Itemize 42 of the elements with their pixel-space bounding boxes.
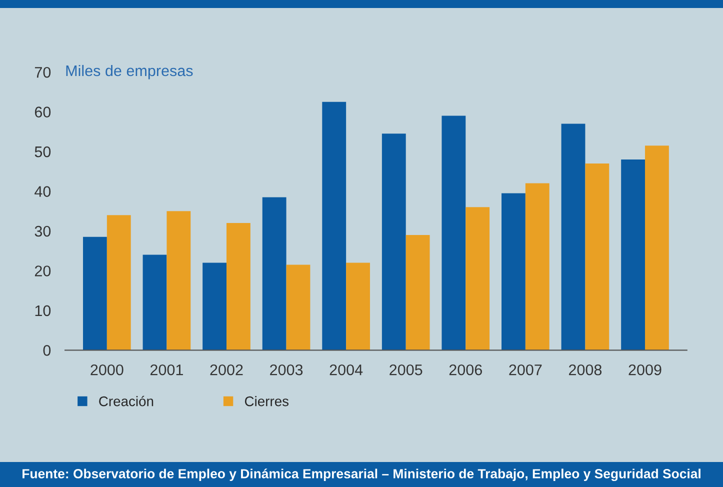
bar xyxy=(442,116,466,350)
bar xyxy=(106,215,131,350)
bar xyxy=(322,102,346,350)
y-tick-label: 70 xyxy=(34,66,51,78)
legend-label: Cierres xyxy=(244,396,289,406)
bar xyxy=(166,211,191,350)
y-axis-title: Miles de empresas xyxy=(66,64,193,80)
y-tick-label: 60 xyxy=(34,106,51,118)
bar xyxy=(286,264,310,350)
y-tick-label: 10 xyxy=(35,305,51,316)
bar xyxy=(142,254,167,350)
bar xyxy=(382,134,406,350)
source-note: Fuente: Observatorio de Empleo y Dinámica Empresarial – Ministerio de Trabajo, Empleo y Seguridad Social xyxy=(22,468,700,482)
y-tick-label: 20 xyxy=(34,266,51,276)
x-tick-label: 2008 xyxy=(568,364,602,376)
bar xyxy=(466,207,490,350)
y-tick-label: 30 xyxy=(34,226,51,237)
x-tick-label: 2009 xyxy=(628,364,662,376)
bar xyxy=(262,197,286,350)
bar xyxy=(502,193,526,350)
x-tick-label: 2000 xyxy=(90,364,124,376)
legend-label: Creación xyxy=(99,396,154,406)
x-tick-label: 2001 xyxy=(150,364,183,376)
bar xyxy=(346,262,370,350)
bar xyxy=(525,183,550,350)
y-tick-label: 0 xyxy=(43,345,51,356)
x-tick-label: 2006 xyxy=(449,364,482,376)
x-tick-label: 2005 xyxy=(390,364,422,376)
bar xyxy=(83,236,107,350)
y-tick-label: 40 xyxy=(34,186,51,197)
bar xyxy=(621,159,645,350)
x-tick-label: 2007 xyxy=(509,364,542,376)
bar xyxy=(202,262,226,350)
bar xyxy=(561,124,586,350)
bar xyxy=(406,234,430,350)
bar xyxy=(226,223,250,350)
bar xyxy=(645,146,669,350)
y-tick-label: 50 xyxy=(34,146,51,158)
x-tick-label: 2002 xyxy=(210,364,243,376)
bar xyxy=(585,163,610,350)
x-tick-label: 2004 xyxy=(330,364,363,376)
x-tick-label: 2003 xyxy=(270,364,303,376)
